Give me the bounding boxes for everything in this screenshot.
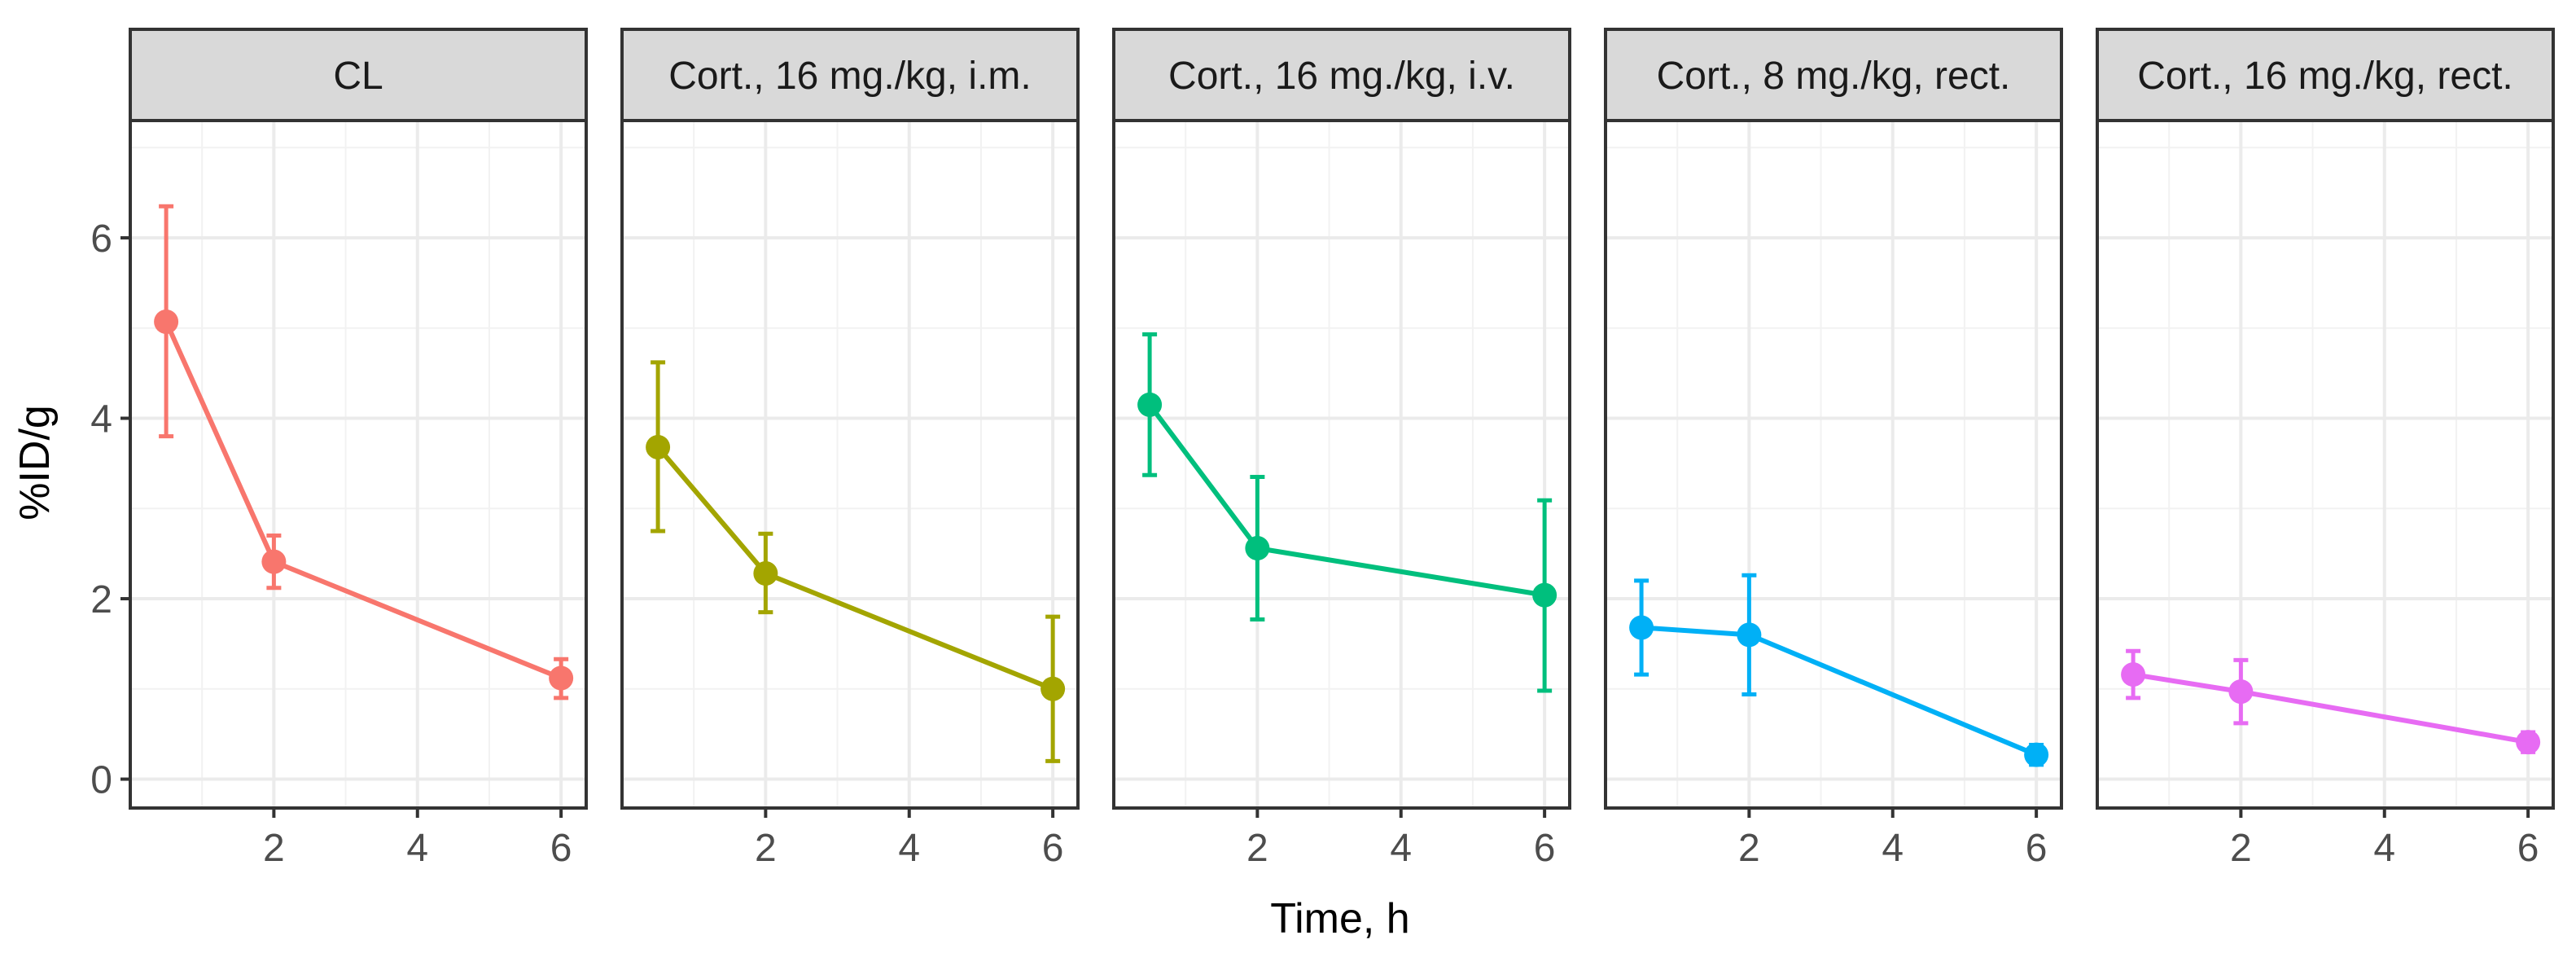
data-point bbox=[2024, 742, 2049, 767]
x-tick-label: 4 bbox=[406, 827, 428, 870]
data-point bbox=[1532, 582, 1557, 608]
x-tick-label: 2 bbox=[1246, 827, 1268, 870]
panel-1: CL 2 4 6 bbox=[129, 28, 588, 870]
panel-strip bbox=[2096, 28, 2555, 122]
panel-5: Cort., 16 mg./kg, rect. 2 4 6 bbox=[2096, 28, 2555, 870]
x-tick-label: 6 bbox=[2517, 827, 2539, 870]
y-axis-title: %ID/g bbox=[11, 405, 59, 520]
x-tick-label: 4 bbox=[2373, 827, 2395, 870]
x-tick-label: 2 bbox=[1738, 827, 1760, 870]
panel-strip bbox=[620, 28, 1080, 122]
x-tick-label: 6 bbox=[550, 827, 572, 870]
x-tick-label: 6 bbox=[1042, 827, 1064, 870]
panel-border bbox=[1112, 119, 1571, 810]
data-point bbox=[1737, 622, 1762, 648]
data-point bbox=[753, 561, 778, 586]
panel-strip-label: Cort., 8 mg./kg, rect. bbox=[1657, 55, 2011, 98]
panel-strip-label: Cort., 16 mg./kg, i.m. bbox=[668, 55, 1031, 98]
data-point bbox=[1245, 536, 1270, 561]
data-point bbox=[261, 549, 287, 574]
y-tick-label: 6 bbox=[90, 217, 112, 261]
panel-strip-label: CL bbox=[333, 55, 383, 98]
data-point bbox=[549, 665, 574, 691]
panel-background bbox=[130, 121, 586, 808]
panel-strip bbox=[129, 28, 588, 122]
data-point bbox=[154, 309, 179, 334]
data-point bbox=[2516, 730, 2541, 755]
x-tick-label: 4 bbox=[1882, 827, 1904, 870]
panel-3: Cort., 16 mg./kg, i.v. 2 4 6 bbox=[1112, 28, 1571, 870]
panel-background bbox=[1606, 121, 2061, 808]
x-tick-label: 4 bbox=[898, 827, 920, 870]
panel-background bbox=[2097, 121, 2553, 808]
panel-2: Cort., 16 mg./kg, i.m. 2 4 6 bbox=[620, 28, 1080, 870]
panel-border bbox=[620, 119, 1080, 810]
x-tick-label: 2 bbox=[755, 827, 777, 870]
x-tick-label: 6 bbox=[1534, 827, 1556, 870]
data-point bbox=[2228, 679, 2254, 705]
data-point bbox=[1137, 392, 1163, 417]
x-tick-label: 2 bbox=[263, 827, 285, 870]
panel-strip bbox=[1112, 28, 1571, 122]
y-tick-label: 0 bbox=[90, 759, 112, 802]
x-tick-label: 6 bbox=[2026, 827, 2048, 870]
panel-strip-label: Cort., 16 mg./kg, rect. bbox=[2137, 55, 2512, 98]
panel-border bbox=[129, 119, 588, 810]
data-point bbox=[1040, 676, 1066, 701]
panel-background bbox=[622, 121, 1078, 808]
panel-background bbox=[1114, 121, 1570, 808]
x-axis-title: Time, h bbox=[1270, 895, 1409, 942]
x-tick-label: 2 bbox=[2230, 827, 2252, 870]
data-point bbox=[646, 434, 671, 459]
data-point bbox=[2121, 662, 2146, 687]
y-axis: 0 2 4 6 bbox=[90, 217, 130, 802]
x-tick-label: 4 bbox=[1390, 827, 1412, 870]
panel-border bbox=[1604, 119, 2063, 810]
panel-border bbox=[2096, 119, 2555, 810]
y-tick-label: 4 bbox=[90, 398, 112, 441]
panel-strip-label: Cort., 16 mg./kg, i.v. bbox=[1168, 55, 1515, 98]
y-tick-label: 2 bbox=[90, 578, 112, 621]
panel-4: Cort., 8 mg./kg, rect. 2 4 6 bbox=[1604, 28, 2063, 870]
data-point bbox=[1629, 615, 1654, 640]
